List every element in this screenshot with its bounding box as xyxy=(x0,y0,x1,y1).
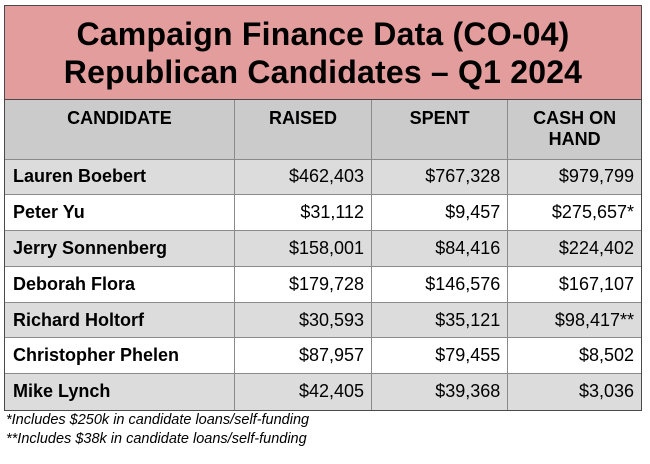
spent-value: $39,368 xyxy=(371,373,509,410)
raised-value: $179,728 xyxy=(234,266,373,303)
candidate-name: Mike Lynch xyxy=(5,373,235,410)
cash-value: $275,657* xyxy=(507,194,641,232)
spent-value: $84,416 xyxy=(371,230,509,267)
raised-value: $30,593 xyxy=(234,302,373,339)
candidate-name: Richard Holtorf xyxy=(5,302,235,339)
cash-value: $167,107 xyxy=(507,266,641,303)
table-row: Lauren Boebert $462,403 $767,328 $979,79… xyxy=(5,159,641,196)
raised-value: $31,112 xyxy=(234,194,373,232)
column-header-candidate: CANDIDATE xyxy=(5,100,235,160)
cash-value: $224,402 xyxy=(507,230,641,267)
table-row: Richard Holtorf $30,593 $35,121 $98,417*… xyxy=(5,302,641,339)
header-row: CANDIDATE RAISED SPENT CASH ON HAND xyxy=(5,100,641,160)
cash-value: $3,036 xyxy=(507,373,641,410)
spent-value: $35,121 xyxy=(371,302,509,339)
spent-value: $146,576 xyxy=(371,266,509,303)
table-row: Jerry Sonnenberg $158,001 $84,416 $224,4… xyxy=(5,230,641,267)
cash-value: $8,502 xyxy=(507,337,641,375)
candidate-name: Deborah Flora xyxy=(5,266,235,303)
spent-value: $79,455 xyxy=(371,337,509,375)
title-line-1: Campaign Finance Data (CO-04) xyxy=(76,15,570,52)
raised-value: $42,405 xyxy=(234,373,373,410)
spent-value: $767,328 xyxy=(371,159,509,196)
column-header-raised: RAISED xyxy=(234,100,373,160)
spent-value: $9,457 xyxy=(371,194,509,232)
footnote-1: *Includes $250k in candidate loans/self-… xyxy=(6,412,310,428)
table-row: Deborah Flora $179,728 $146,576 $167,107 xyxy=(5,266,641,303)
candidate-name: Christopher Phelen xyxy=(5,337,235,375)
cash-header-line-1: CASH ON xyxy=(533,108,617,128)
title-line-2: Republican Candidates – Q1 2024 xyxy=(63,53,583,90)
table-row: Mike Lynch $42,405 $39,368 $3,036 xyxy=(5,373,641,410)
candidate-name: Jerry Sonnenberg xyxy=(5,230,235,267)
cash-value: $98,417** xyxy=(507,302,641,339)
finance-table: Campaign Finance Data (CO-04) Republican… xyxy=(4,5,642,411)
table-row: Peter Yu $31,112 $9,457 $275,657* xyxy=(5,194,641,232)
data-table: CANDIDATE RAISED SPENT CASH ON HAND Laur… xyxy=(5,100,641,410)
raised-value: $158,001 xyxy=(234,230,373,267)
candidate-name: Peter Yu xyxy=(5,194,235,232)
column-header-spent: SPENT xyxy=(371,100,509,160)
footnote-2: **Includes $38k in candidate loans/self-… xyxy=(6,431,307,447)
raised-value: $462,403 xyxy=(234,159,373,196)
cash-header-line-2: HAND xyxy=(548,129,601,149)
table-row: Christopher Phelen $87,957 $79,455 $8,50… xyxy=(5,337,641,375)
candidate-name: Lauren Boebert xyxy=(5,159,235,196)
cash-value: $979,799 xyxy=(507,159,641,196)
table-title: Campaign Finance Data (CO-04) Republican… xyxy=(5,6,641,100)
raised-value: $87,957 xyxy=(234,337,373,375)
column-header-cash-on-hand: CASH ON HAND xyxy=(507,100,641,160)
